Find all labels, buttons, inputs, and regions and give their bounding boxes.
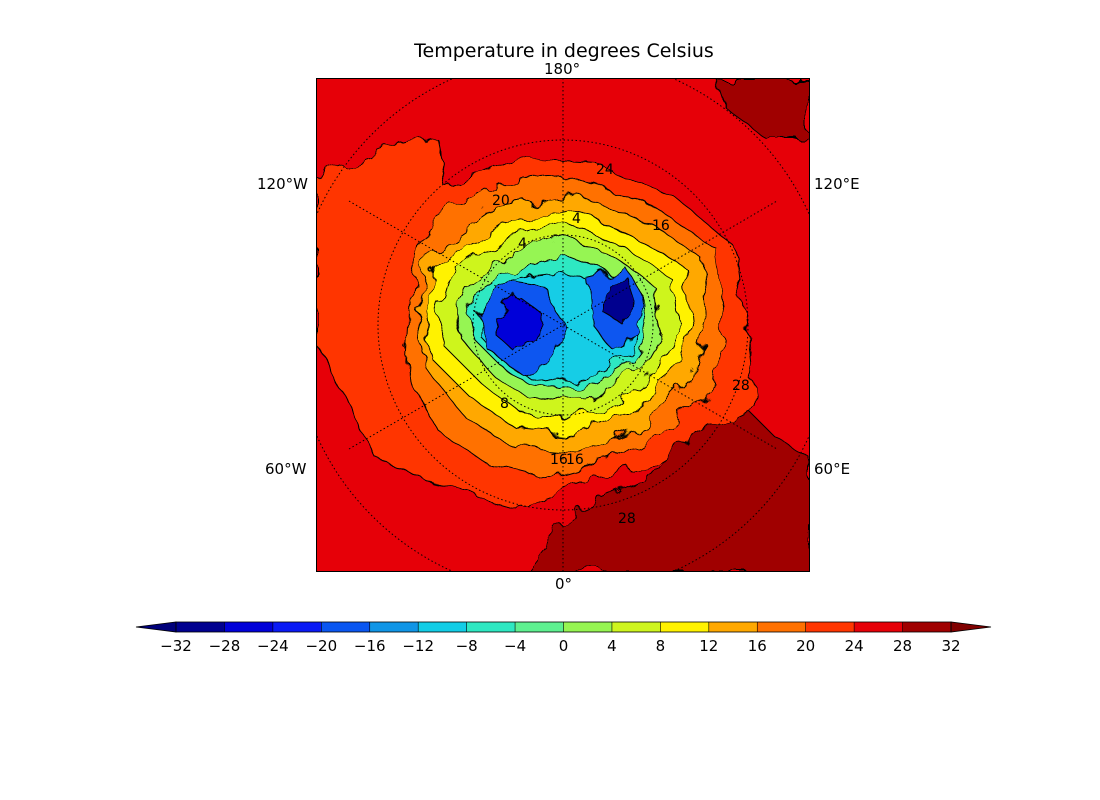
colorbar-cell: [902, 622, 952, 632]
colorbar-tick-label: −4: [504, 637, 526, 655]
colorbar-cells: [135, 621, 992, 633]
graticule: [316, 78, 810, 572]
longitude-label-right-upper: 120°E: [814, 175, 860, 193]
colorbar-tick-label: 0: [559, 637, 569, 655]
contour-label: 28: [732, 378, 750, 394]
colorbar-cell: [176, 622, 225, 632]
colorbar-extend-low: [135, 621, 177, 633]
contour-label: 8: [500, 396, 509, 412]
colorbar-tick-label: 28: [893, 637, 912, 655]
temperature-bands: [316, 78, 810, 572]
contour-labels: 24 20 4 4 16 8 16 16 28 28: [492, 162, 750, 527]
colorbar-tick-label: 8: [656, 637, 666, 655]
colorbar-cell: [854, 622, 903, 632]
colorbar-tick-label: −24: [257, 637, 289, 655]
colorbar-cell: [515, 622, 564, 632]
colorbar-tick-label: 12: [699, 637, 718, 655]
contour-label: 24: [596, 162, 614, 178]
colorbar-tick-label: 4: [607, 637, 617, 655]
colorbar: −32 −28 −24 −20 −16 −12 −8 −4 0 4 8 12 16 20 24 28 32: [135, 621, 992, 655]
tropical-band-northeast: [715, 78, 810, 139]
longitude-label-bottom: 0°: [555, 575, 573, 593]
colorbar-cell: [708, 622, 758, 632]
contour-label: 4: [518, 236, 527, 252]
colorbar-cell: [563, 622, 613, 632]
colorbar-tick-label: −20: [305, 637, 337, 655]
colorbar-cell: [611, 622, 661, 632]
contour-label: 16: [566, 452, 584, 468]
colorbar-tick-label: −12: [402, 637, 434, 655]
longitude-label-left-lower: 60°W: [265, 460, 307, 478]
colorbar-tick-label: −16: [354, 637, 386, 655]
contour-label: 16: [652, 218, 670, 234]
colorbar-cell: [272, 622, 322, 632]
colorbar-extend-high: [950, 621, 992, 633]
colorbar-cell: [369, 622, 419, 632]
colorbar-cell: [466, 622, 516, 632]
polar-temperature-map: 24 20 4 4 16 8 16 16 28 28: [316, 78, 810, 572]
colorbar-cell: [224, 622, 274, 632]
colorbar-cell: [660, 622, 710, 632]
colorbar-tick-label: 32: [941, 637, 960, 655]
cold-core-west: [495, 297, 542, 354]
colorbar-tick-label: 24: [845, 637, 864, 655]
longitude-label-top: 180°: [544, 60, 581, 78]
cold-core-east: [603, 277, 637, 324]
longitude-label-left-upper: 120°W: [257, 175, 308, 193]
colorbar-cell: [418, 622, 467, 632]
colorbar-cell: [321, 622, 371, 632]
colorbar-tick-label: 16: [748, 637, 767, 655]
colorbar-tick-label: 20: [796, 637, 815, 655]
colorbar-tick-label: −8: [456, 637, 478, 655]
chart-title: Temperature in degrees Celsius: [414, 40, 714, 62]
colorbar-tick-label: −32: [160, 637, 192, 655]
longitude-label-right-lower: 60°E: [814, 460, 851, 478]
map-frame: [316, 78, 810, 572]
contour-label: 28: [618, 511, 636, 527]
contour-label: 20: [492, 193, 510, 209]
contour-label: 16: [550, 452, 568, 468]
colorbar-cell: [805, 622, 855, 632]
colorbar-tick-labels: −32 −28 −24 −20 −16 −12 −8 −4 0 4 8 12 16 20 24 28 32: [160, 637, 960, 655]
contour-label: 4: [572, 211, 581, 227]
colorbar-cell: [757, 622, 806, 632]
colorbar-tick-label: −28: [209, 637, 241, 655]
